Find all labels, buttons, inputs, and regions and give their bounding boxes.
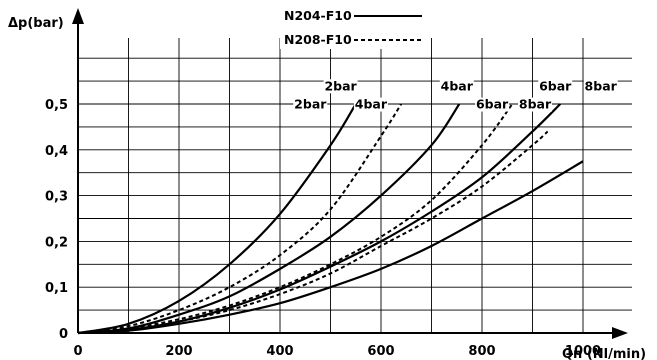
curve-label-bg [353, 97, 388, 112]
y-axis-title: Δp(bar) [8, 16, 64, 31]
y-tick-label: 0,2 [45, 235, 68, 250]
y-tick-label: 0,1 [45, 281, 68, 296]
y-tick-label: 0 [59, 327, 68, 342]
curve-label: 2bar [294, 97, 327, 112]
curve-label: 6bar [539, 78, 572, 93]
curve-label-bg [439, 79, 474, 94]
curve-label-bg [583, 79, 618, 94]
curve-label-bg [293, 97, 328, 112]
x-tick-label: 1000 [565, 344, 601, 359]
y-tick-label: 0,5 [45, 98, 68, 113]
y-axis-arrow-icon [72, 8, 84, 24]
x-tick-label: 600 [367, 344, 394, 359]
curve-label: 8bar [585, 78, 618, 93]
curve-label-bg [518, 97, 553, 112]
legend-label: N208-F10 [284, 32, 352, 47]
x-tick-label: 200 [165, 344, 192, 359]
x-axis-title: Qn (Nl/min) [562, 347, 646, 360]
curve-label: 6bar [476, 97, 509, 112]
legend-label: N204-F10 [284, 8, 352, 23]
series-line-n204-f10-4bar [77, 103, 461, 335]
curve-label: 4bar [441, 78, 474, 93]
series-line-n208-f10-6bar [77, 130, 549, 334]
curve-label-bg [538, 79, 573, 94]
curve-label: 8bar [519, 97, 552, 112]
y-tick-label: 0,3 [45, 190, 68, 205]
series-line-n204-f10-8bar [77, 160, 584, 335]
x-tick-label: 800 [468, 344, 495, 359]
series-line-n204-f10-2bar [77, 103, 357, 335]
x-axis-arrow-icon [612, 327, 628, 339]
curve-label-bg [475, 97, 510, 112]
series-line-n208-f10-2bar [77, 103, 403, 334]
x-tick-label: 400 [266, 344, 293, 359]
x-tick-label: 0 [73, 344, 82, 359]
curve-label: 2bar [324, 78, 357, 93]
curve-label-bg [323, 79, 358, 94]
series-line-n208-f10-4bar [77, 103, 514, 334]
y-tick-label: 0,4 [45, 144, 68, 159]
curve-label: 4bar [355, 97, 388, 112]
